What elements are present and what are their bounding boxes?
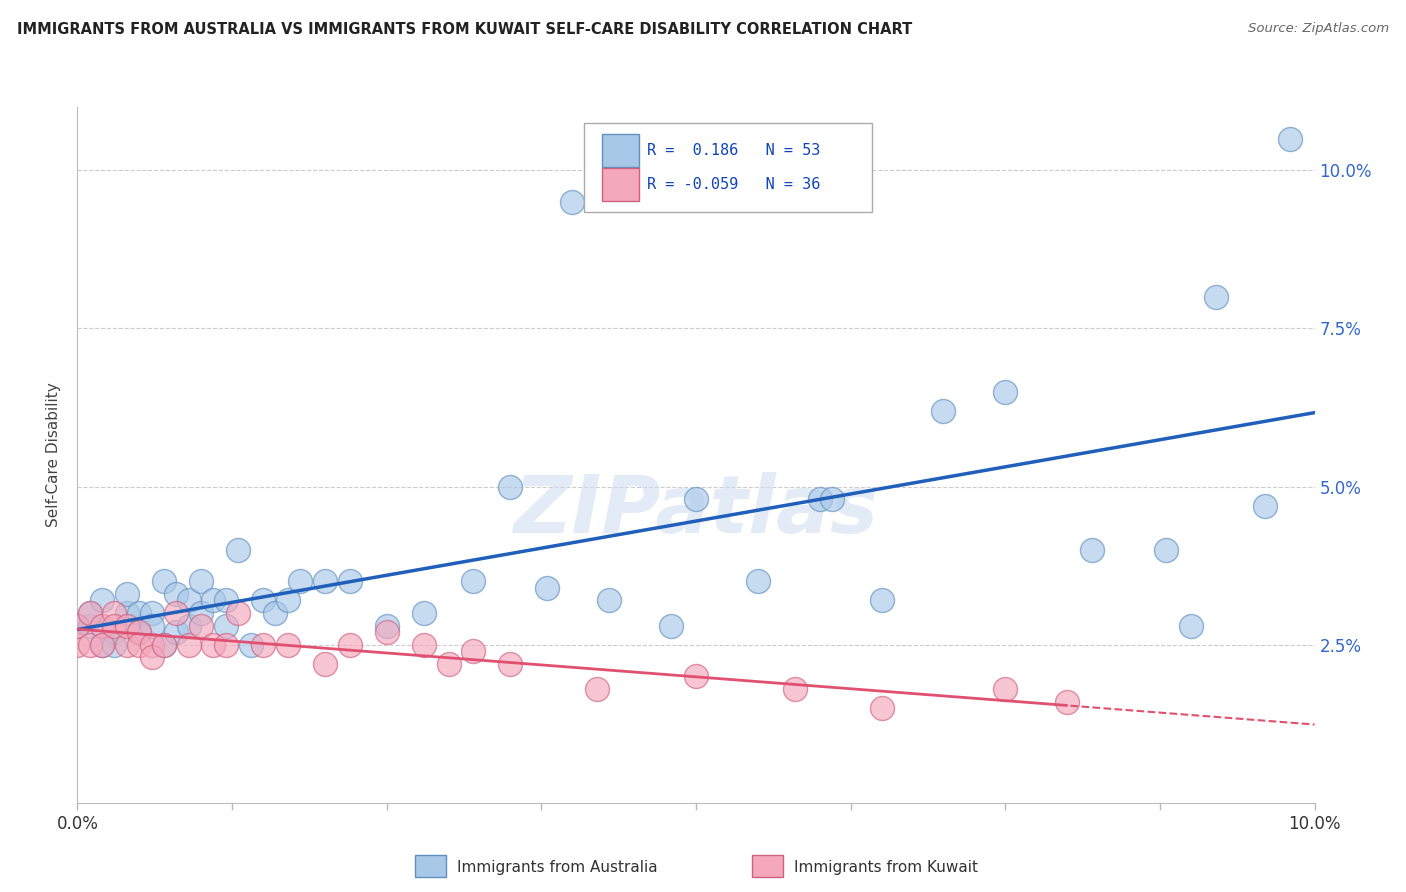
Point bbox=[598, 593, 620, 607]
Text: Immigrants from Kuwait: Immigrants from Kuwait bbox=[794, 860, 979, 874]
Point bbox=[437, 657, 460, 671]
Point bbox=[412, 606, 434, 620]
Point bbox=[536, 581, 558, 595]
Point bbox=[412, 638, 434, 652]
Point bbox=[463, 574, 485, 589]
Point bbox=[128, 625, 150, 640]
Point bbox=[103, 625, 125, 640]
Point bbox=[685, 492, 707, 507]
Text: ZIPatlas: ZIPatlas bbox=[513, 472, 879, 549]
Point bbox=[103, 618, 125, 632]
Point bbox=[1205, 290, 1227, 304]
Point bbox=[870, 701, 893, 715]
Point bbox=[1081, 542, 1104, 557]
Point bbox=[177, 618, 200, 632]
Y-axis label: Self-Care Disability: Self-Care Disability bbox=[46, 383, 62, 527]
Point bbox=[1254, 499, 1277, 513]
Point bbox=[499, 479, 522, 493]
Point bbox=[1154, 542, 1177, 557]
Point bbox=[79, 618, 101, 632]
Point bbox=[165, 625, 187, 640]
Point bbox=[177, 593, 200, 607]
Point bbox=[252, 593, 274, 607]
Point bbox=[339, 574, 361, 589]
Point bbox=[128, 638, 150, 652]
Point bbox=[1180, 618, 1202, 632]
Point bbox=[177, 638, 200, 652]
Point bbox=[239, 638, 262, 652]
Point bbox=[190, 574, 212, 589]
Point bbox=[314, 657, 336, 671]
Point bbox=[165, 606, 187, 620]
Point bbox=[994, 681, 1017, 696]
Point bbox=[66, 618, 89, 632]
Point bbox=[141, 638, 163, 652]
Point bbox=[79, 638, 101, 652]
Point bbox=[153, 574, 176, 589]
Point bbox=[66, 638, 89, 652]
Point bbox=[165, 587, 187, 601]
Point bbox=[202, 593, 225, 607]
Point bbox=[932, 403, 955, 417]
Point bbox=[314, 574, 336, 589]
Point bbox=[561, 194, 583, 209]
Point bbox=[870, 593, 893, 607]
Point bbox=[103, 638, 125, 652]
Point bbox=[277, 638, 299, 652]
Point bbox=[115, 618, 138, 632]
Point bbox=[91, 593, 114, 607]
Point bbox=[190, 618, 212, 632]
Point bbox=[141, 650, 163, 665]
Point bbox=[79, 606, 101, 620]
Point bbox=[215, 638, 238, 652]
Point bbox=[226, 542, 249, 557]
Point bbox=[141, 606, 163, 620]
Point bbox=[190, 606, 212, 620]
Point bbox=[339, 638, 361, 652]
Point bbox=[277, 593, 299, 607]
Text: Source: ZipAtlas.com: Source: ZipAtlas.com bbox=[1249, 22, 1389, 36]
Point bbox=[103, 606, 125, 620]
Point bbox=[1278, 131, 1301, 145]
Point bbox=[252, 638, 274, 652]
Point bbox=[463, 644, 485, 658]
Point bbox=[1056, 695, 1078, 709]
Point bbox=[821, 492, 844, 507]
Point bbox=[202, 638, 225, 652]
Text: R = -0.059   N = 36: R = -0.059 N = 36 bbox=[647, 178, 821, 193]
Point bbox=[226, 606, 249, 620]
Point bbox=[375, 625, 398, 640]
Text: IMMIGRANTS FROM AUSTRALIA VS IMMIGRANTS FROM KUWAIT SELF-CARE DISABILITY CORRELA: IMMIGRANTS FROM AUSTRALIA VS IMMIGRANTS … bbox=[17, 22, 912, 37]
Point bbox=[499, 657, 522, 671]
Point bbox=[783, 681, 806, 696]
Point bbox=[375, 618, 398, 632]
Point bbox=[91, 638, 114, 652]
Point bbox=[215, 618, 238, 632]
Point bbox=[115, 638, 138, 652]
Point bbox=[808, 492, 831, 507]
Point bbox=[66, 618, 89, 632]
Point bbox=[141, 618, 163, 632]
Text: Immigrants from Australia: Immigrants from Australia bbox=[457, 860, 658, 874]
Point bbox=[91, 618, 114, 632]
Point bbox=[115, 587, 138, 601]
Point bbox=[747, 574, 769, 589]
Point bbox=[153, 638, 176, 652]
Point bbox=[288, 574, 311, 589]
Point bbox=[79, 606, 101, 620]
Point bbox=[215, 593, 238, 607]
Point bbox=[264, 606, 287, 620]
Point bbox=[115, 606, 138, 620]
Point bbox=[128, 606, 150, 620]
Point bbox=[586, 681, 609, 696]
Text: R =  0.186   N = 53: R = 0.186 N = 53 bbox=[647, 144, 821, 159]
Point bbox=[153, 638, 176, 652]
Point bbox=[994, 384, 1017, 399]
Point bbox=[128, 625, 150, 640]
Point bbox=[91, 638, 114, 652]
Point bbox=[685, 669, 707, 683]
Point bbox=[659, 618, 682, 632]
